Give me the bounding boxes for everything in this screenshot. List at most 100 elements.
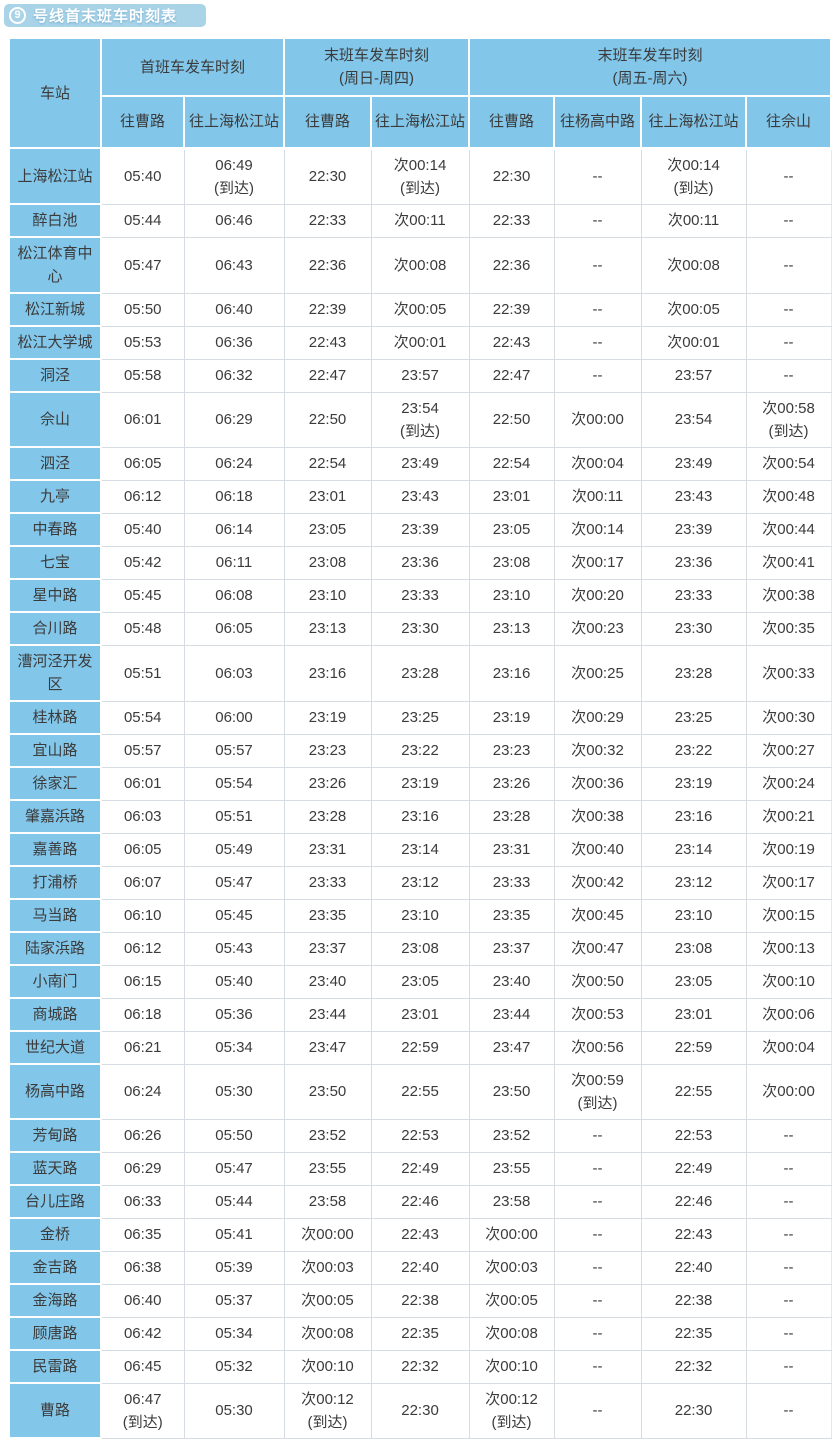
- time-cell-first-caolu: 05:58: [100, 358, 185, 393]
- header-to-caolu-first: 往曹路: [100, 95, 185, 150]
- table-row: 台儿庄路 06:33 05:44 23:58 22:46 23:58 -- 22…: [8, 1184, 832, 1219]
- time-cell-fri-sat-songjiang: 次00:11: [640, 203, 747, 238]
- time-cell-first-songjiang: 05:54: [183, 766, 285, 801]
- time-cell-sun-thu-caolu: 22:54: [283, 446, 372, 481]
- station-cell: 肇嘉浜路: [8, 799, 102, 834]
- time-cell-first-songjiang: 05:40: [183, 964, 285, 999]
- time-cell-fri-sat-yanggao: 次00:59 (到达): [553, 1063, 642, 1120]
- time-cell-fri-sat-songjiang: 次00:01: [640, 325, 747, 360]
- time-cell-sun-thu-songjiang: 22:38: [370, 1283, 470, 1318]
- time-cell-sun-thu-caolu: 23:16: [283, 644, 372, 702]
- time-cell-fri-sat-yanggao: 次00:36: [553, 766, 642, 801]
- time-cell-fri-sat-songjiang: 22:46: [640, 1184, 747, 1219]
- time-cell-first-caolu: 06:15: [100, 964, 185, 999]
- time-cell-fri-sat-yanggao: --: [553, 1283, 642, 1318]
- time-cell-sun-thu-caolu: 次00:05: [283, 1283, 372, 1318]
- header-last-sun-thu-group: 末班车发车时刻 (周日-周四): [283, 37, 471, 97]
- time-cell-fri-sat-songjiang: 23:33: [640, 578, 747, 613]
- time-cell-fri-sat-sheshan: 次00:04: [745, 1030, 832, 1065]
- time-cell-fri-sat-songjiang: 23:43: [640, 479, 747, 514]
- time-cell-first-caolu: 05:42: [100, 545, 185, 580]
- time-cell-sun-thu-songjiang: 22:32: [370, 1349, 470, 1384]
- time-cell-first-songjiang: 05:50: [183, 1118, 285, 1153]
- time-cell-sun-thu-songjiang: 23:22: [370, 733, 470, 768]
- time-cell-first-caolu: 06:35: [100, 1217, 185, 1252]
- time-cell-first-caolu: 05:50: [100, 292, 185, 327]
- time-cell-sun-thu-caolu: 23:10: [283, 578, 372, 613]
- time-cell-sun-thu-songjiang: 次00:14 (到达): [370, 147, 470, 205]
- station-cell: 商城路: [8, 997, 102, 1032]
- time-cell-fri-sat-yanggao: 次00:00: [553, 391, 642, 448]
- time-cell-first-caolu: 06:03: [100, 799, 185, 834]
- time-cell-first-caolu: 06:01: [100, 391, 185, 448]
- station-cell: 金海路: [8, 1283, 102, 1318]
- time-cell-fri-sat-yanggao: --: [553, 1250, 642, 1285]
- station-cell: 打浦桥: [8, 865, 102, 900]
- time-cell-first-caolu: 06:10: [100, 898, 185, 933]
- time-cell-sun-thu-songjiang: 23:39: [370, 512, 470, 547]
- time-cell-fri-sat-caolu: 22:30: [468, 147, 555, 205]
- time-cell-first-songjiang: 06:29: [183, 391, 285, 448]
- time-cell-first-caolu: 06:38: [100, 1250, 185, 1285]
- time-cell-first-caolu: 06:24: [100, 1063, 185, 1120]
- station-cell: 星中路: [8, 578, 102, 613]
- time-cell-sun-thu-songjiang: 22:30: [370, 1382, 470, 1439]
- table-row: 芳甸路 06:26 05:50 23:52 22:53 23:52 -- 22:…: [8, 1118, 832, 1153]
- table-row: 七宝 05:42 06:11 23:08 23:36 23:08 次00:17 …: [8, 545, 832, 580]
- station-cell: 顾唐路: [8, 1316, 102, 1351]
- station-cell: 漕河泾开发区: [8, 644, 102, 702]
- station-cell: 世纪大道: [8, 1030, 102, 1065]
- time-cell-sun-thu-caolu: 22:39: [283, 292, 372, 327]
- time-cell-first-caolu: 06:45: [100, 1349, 185, 1384]
- station-cell: 曹路: [8, 1382, 102, 1439]
- time-cell-sun-thu-caolu: 23:08: [283, 545, 372, 580]
- time-cell-first-songjiang: 06:43: [183, 236, 285, 294]
- header-group-row: 车站 首班车发车时刻 末班车发车时刻 (周日-周四) 末班车发车时刻 (周五-周…: [8, 37, 833, 149]
- time-cell-fri-sat-caolu: 23:26: [468, 766, 555, 801]
- time-cell-sun-thu-caolu: 22:50: [283, 391, 372, 448]
- time-cell-fri-sat-caolu: 22:36: [468, 236, 555, 294]
- table-row: 松江新城 05:50 06:40 22:39 次00:05 22:39 -- 次…: [8, 292, 832, 327]
- time-cell-fri-sat-sheshan: 次00:58 (到达): [745, 391, 832, 448]
- time-cell-fri-sat-songjiang: 22:35: [640, 1316, 747, 1351]
- table-row: 泗泾 06:05 06:24 22:54 23:49 22:54 次00:04 …: [8, 446, 832, 481]
- time-cell-first-caolu: 06:40: [100, 1283, 185, 1318]
- time-cell-first-caolu: 06:12: [100, 479, 185, 514]
- time-cell-first-songjiang: 05:34: [183, 1316, 285, 1351]
- time-cell-sun-thu-caolu: 23:35: [283, 898, 372, 933]
- time-cell-fri-sat-yanggao: --: [553, 1217, 642, 1252]
- station-cell: 洞泾: [8, 358, 102, 393]
- time-cell-fri-sat-songjiang: 23:57: [640, 358, 747, 393]
- time-cell-fri-sat-yanggao: 次00:25: [553, 644, 642, 702]
- time-cell-fri-sat-sheshan: 次00:44: [745, 512, 832, 547]
- time-cell-first-songjiang: 06:14: [183, 512, 285, 547]
- header-last-fri-sat-group: 末班车发车时刻 (周五-周六): [468, 37, 833, 97]
- station-cell: 蓝天路: [8, 1151, 102, 1186]
- time-cell-fri-sat-sheshan: 次00:06: [745, 997, 832, 1032]
- table-row: 上海松江站 05:40 06:49 (到达) 22:30 次00:14 (到达)…: [8, 147, 832, 205]
- table-row: 马当路 06:10 05:45 23:35 23:10 23:35 次00:45…: [8, 898, 832, 933]
- station-cell: 徐家汇: [8, 766, 102, 801]
- time-cell-first-caolu: 05:51: [100, 644, 185, 702]
- table-row: 陆家浜路 06:12 05:43 23:37 23:08 23:37 次00:4…: [8, 931, 832, 966]
- time-cell-sun-thu-caolu: 次00:12 (到达): [283, 1382, 372, 1439]
- station-cell: 松江新城: [8, 292, 102, 327]
- time-cell-sun-thu-songjiang: 22:43: [370, 1217, 470, 1252]
- time-cell-fri-sat-sheshan: --: [745, 236, 832, 294]
- station-cell: 九亭: [8, 479, 102, 514]
- time-cell-sun-thu-songjiang: 23:05: [370, 964, 470, 999]
- time-cell-fri-sat-sheshan: --: [745, 1217, 832, 1252]
- table-row: 松江大学城 05:53 06:36 22:43 次00:01 22:43 -- …: [8, 325, 832, 360]
- time-cell-sun-thu-caolu: 23:52: [283, 1118, 372, 1153]
- time-cell-fri-sat-yanggao: 次00:29: [553, 700, 642, 735]
- time-cell-fri-sat-sheshan: 次00:27: [745, 733, 832, 768]
- time-cell-fri-sat-songjiang: 22:49: [640, 1151, 747, 1186]
- table-row: 星中路 05:45 06:08 23:10 23:33 23:10 次00:20…: [8, 578, 832, 613]
- time-cell-fri-sat-songjiang: 23:25: [640, 700, 747, 735]
- time-cell-sun-thu-songjiang: 次00:01: [370, 325, 470, 360]
- time-cell-fri-sat-yanggao: --: [553, 1118, 642, 1153]
- time-cell-first-songjiang: 06:46: [183, 203, 285, 238]
- time-cell-first-caolu: 05:48: [100, 611, 185, 646]
- station-cell: 中春路: [8, 512, 102, 547]
- time-cell-first-songjiang: 06:32: [183, 358, 285, 393]
